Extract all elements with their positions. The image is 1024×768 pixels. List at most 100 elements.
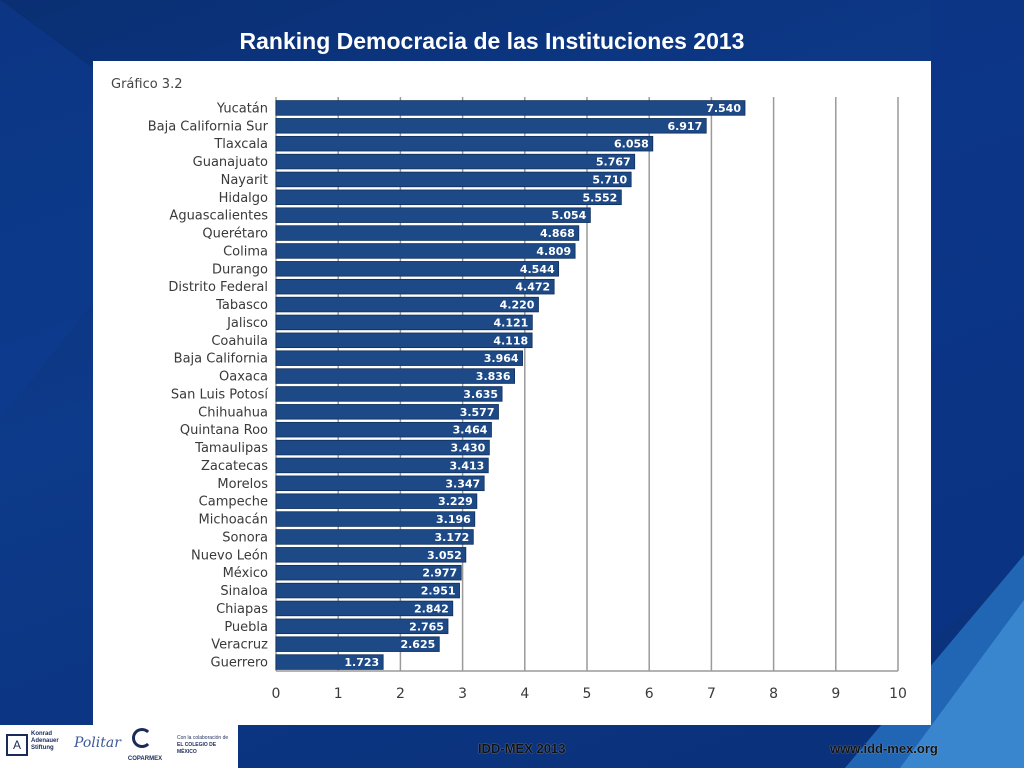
bar (275, 207, 591, 223)
x-tick-label: 6 (645, 686, 654, 702)
x-tick-label: 2 (396, 686, 405, 702)
bar (275, 189, 622, 206)
value-label: 6.917 (667, 120, 702, 133)
category-label: Durango (212, 262, 268, 277)
category-label: Guanajuato (193, 155, 268, 170)
bar (275, 547, 467, 563)
category-label: Sinaloa (220, 584, 268, 599)
category-label: Chihuahua (198, 405, 268, 420)
x-tick-label: 0 (272, 686, 281, 702)
category-label: Veracruz (211, 638, 268, 653)
x-tick-label: 8 (769, 686, 778, 702)
bar (275, 529, 474, 545)
value-label: 2.951 (421, 585, 456, 598)
bar (275, 153, 636, 170)
chart-title: Gráfico 3.2 (111, 77, 182, 92)
category-label: Oaxaca (219, 370, 268, 385)
kas-logo-icon: A (6, 734, 28, 756)
bar (275, 457, 489, 474)
category-label: Baja California (174, 352, 268, 367)
colmex-collab-text: Con la colaboración de (177, 735, 229, 741)
bar (275, 582, 460, 599)
category-label: Aguascalientes (169, 209, 268, 224)
bar (275, 350, 523, 366)
bar (275, 118, 707, 134)
value-label: 3.635 (463, 388, 498, 401)
bar (275, 278, 555, 295)
category-label: Michoacán (199, 513, 269, 528)
x-tick-label: 7 (707, 686, 716, 702)
value-label: 4.121 (494, 316, 529, 329)
value-label: 3.172 (435, 531, 470, 544)
x-tick-label: 1 (334, 686, 343, 702)
x-tick-label: 9 (831, 686, 840, 702)
category-label: Nuevo León (191, 548, 268, 563)
coparmex-logo: COPARMEX (126, 728, 164, 766)
category-label: Hidalgo (219, 191, 268, 206)
bar (275, 564, 462, 581)
category-label: Morelos (217, 477, 268, 492)
chart-panel: Gráfico 3.2 0 1 2 3 4 5 6 7 8 9 10 Yucatán 7.540 Baja … (93, 61, 931, 725)
value-label: 7.540 (706, 102, 741, 115)
bar (275, 600, 454, 617)
bar (275, 296, 539, 313)
category-label: Querétaro (202, 227, 268, 242)
value-label: 3.430 (451, 442, 486, 455)
kas-logo-text: Konrad Adenauer Stiftung (31, 731, 59, 751)
category-label: Baja California Sur (148, 119, 269, 134)
colmex-logo-text: EL COLEGIO DE MÉXICO (177, 742, 217, 755)
value-label: 4.868 (540, 227, 575, 240)
value-label: 4.118 (493, 334, 528, 347)
value-label: 4.220 (500, 299, 535, 312)
value-label: 3.052 (427, 549, 462, 562)
category-label: Distrito Federal (168, 280, 268, 295)
colmex-logo: Con la colaboración de EL COLEGIO DE MÉX… (177, 735, 235, 756)
footer-left-text: IDD-MEX 2013 (478, 741, 566, 756)
value-label: 1.723 (344, 656, 379, 669)
bar (275, 404, 499, 420)
bar (275, 171, 632, 188)
bar (275, 654, 384, 670)
slide-title: Ranking Democracia de las Instituciones … (239, 28, 745, 54)
x-tick-label: 4 (520, 686, 529, 702)
category-label: Sonora (222, 530, 268, 545)
category-label: Tabasco (215, 298, 268, 313)
value-label: 3.964 (484, 352, 519, 365)
bar (275, 261, 560, 277)
value-label: 3.229 (438, 495, 473, 508)
coparmex-logo-text: COPARMEX (127, 756, 163, 762)
bar (275, 511, 476, 527)
category-label: Tlaxcala (213, 137, 268, 152)
sponsor-logos: A Konrad Adenauer Stiftung Politar COPAR… (0, 725, 238, 768)
bar (275, 368, 515, 384)
value-label: 2.842 (414, 602, 449, 615)
value-label: 4.544 (520, 263, 555, 276)
value-label: 2.765 (409, 620, 444, 633)
value-label: 3.577 (460, 406, 495, 419)
category-label: Nayarit (221, 173, 268, 188)
bar (275, 135, 654, 152)
category-label: San Luis Potosí (171, 387, 269, 402)
value-label: 5.767 (596, 156, 631, 169)
bar-chart: Gráfico 3.2 0 1 2 3 4 5 6 7 8 9 10 Yucatán 7.540 Baja … (111, 77, 907, 702)
value-label: 4.809 (536, 245, 571, 258)
category-label: Coahuila (211, 334, 268, 349)
bar (275, 386, 503, 402)
value-label: 4.472 (515, 281, 550, 294)
category-label: Colima (223, 244, 268, 259)
bar (275, 314, 533, 331)
category-label: México (223, 566, 268, 581)
bar (275, 243, 576, 259)
footer-url[interactable]: www.idd-mex.org (830, 741, 938, 756)
value-label: 3.347 (445, 477, 480, 490)
bar (275, 332, 533, 349)
bar (275, 439, 490, 456)
value-label: 5.552 (583, 191, 618, 204)
category-label: Jalisco (226, 316, 268, 331)
value-label: 5.054 (552, 209, 587, 222)
bar (275, 421, 492, 438)
bar (275, 475, 485, 492)
x-tick-label: 10 (889, 686, 907, 702)
category-label: Quintana Roo (180, 423, 268, 438)
footer: A Konrad Adenauer Stiftung Politar COPAR… (0, 725, 1024, 768)
